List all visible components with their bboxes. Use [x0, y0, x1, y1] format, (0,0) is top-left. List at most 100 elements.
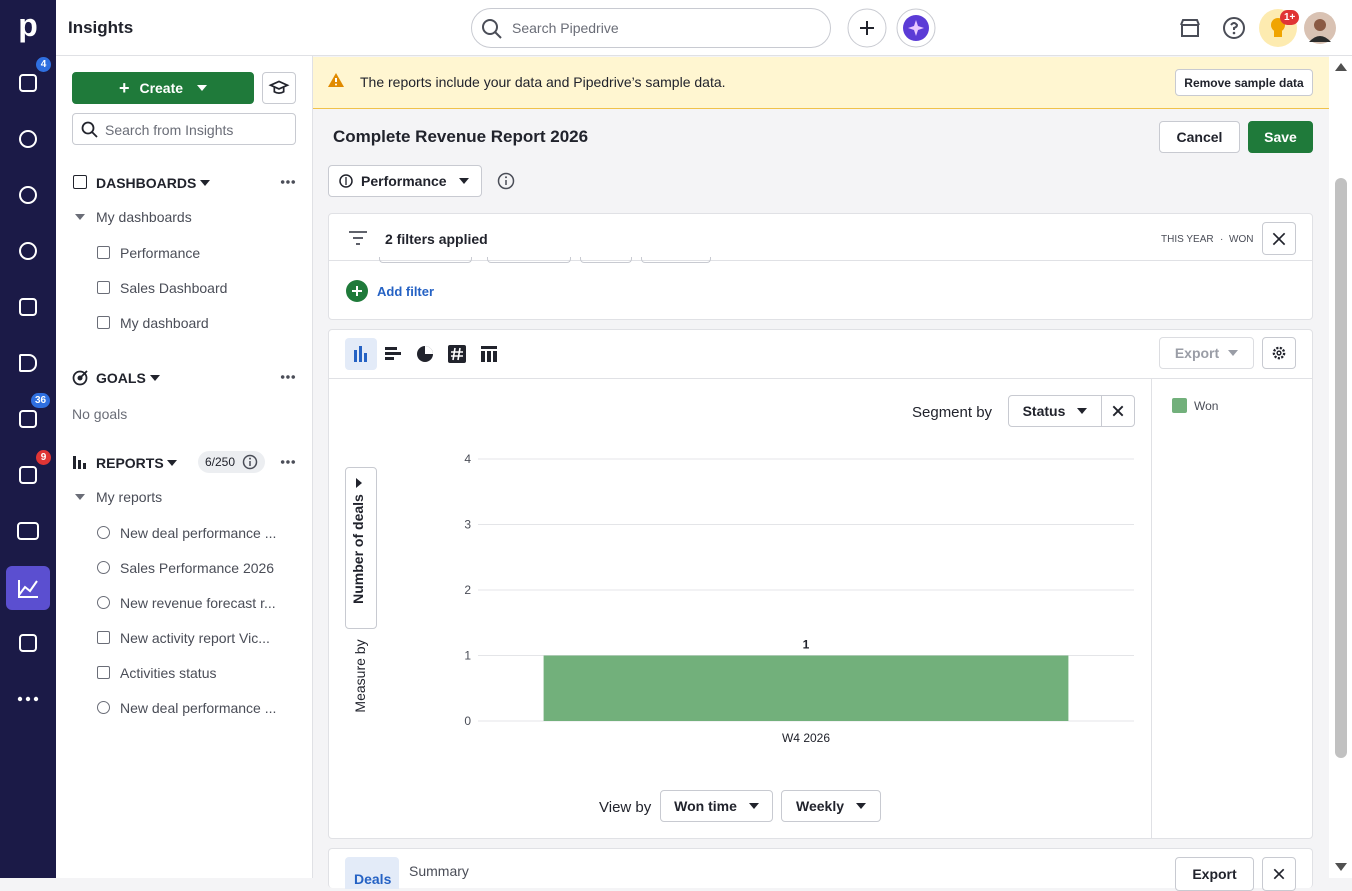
tag-separator: · [1220, 234, 1224, 245]
section-title[interactable]: REPORTS [96, 455, 164, 471]
collapse-table[interactable] [1262, 857, 1296, 891]
filter-icon[interactable] [348, 230, 368, 246]
caret [75, 494, 85, 500]
scorecard-icon[interactable] [448, 345, 466, 363]
view-interval-select[interactable]: Weekly [781, 790, 881, 822]
more[interactable] [280, 180, 296, 184]
nav-icon[interactable] [19, 130, 37, 148]
dashboard-item[interactable]: Sales Dashboard [120, 280, 228, 296]
plus: + [118, 77, 130, 98]
more[interactable] [280, 460, 296, 464]
scroll-up[interactable] [1335, 63, 1347, 71]
caret [856, 803, 866, 809]
item-icon [97, 701, 110, 714]
group-title[interactable]: My reports [96, 489, 163, 505]
caret [748, 803, 759, 809]
report-item[interactable]: New deal performance ... [120, 700, 277, 716]
add-filter[interactable]: Add filter [377, 284, 435, 299]
report-item[interactable]: New deal performance ... [120, 525, 277, 541]
dashboard-item[interactable]: Performance [120, 245, 201, 261]
filter-chip [379, 257, 472, 263]
filter-chip [487, 257, 571, 263]
tab-active[interactable]: Deals [345, 857, 399, 889]
info-icon[interactable] [242, 454, 258, 470]
divider [329, 260, 1312, 261]
settings-button[interactable] [1262, 337, 1296, 369]
export-button[interactable]: Export [1175, 857, 1254, 891]
report-title[interactable]: Complete Revenue Report 2026 [333, 127, 589, 146]
bar-chart-icon[interactable] [352, 345, 370, 363]
learn-button[interactable] [262, 72, 296, 104]
group-title[interactable]: My dashboards [96, 209, 192, 225]
create-label: Create [139, 80, 184, 96]
scroll-down[interactable] [1335, 863, 1347, 871]
item-icon [97, 246, 110, 259]
nav-icon[interactable] [17, 522, 39, 540]
item-icon [97, 316, 110, 329]
cancel-button[interactable]: Cancel [1159, 121, 1240, 153]
y-tick-label: 1 [464, 649, 471, 663]
clear-segment[interactable] [1101, 395, 1135, 427]
section-title[interactable]: GOALS [96, 370, 146, 386]
avatar[interactable] [1304, 12, 1336, 44]
info-icon[interactable] [497, 172, 515, 190]
report-item[interactable]: Sales Performance 2026 [120, 560, 275, 576]
tab[interactable]: Summary [409, 863, 469, 879]
export-button[interactable]: Export [1159, 337, 1254, 369]
marketplace[interactable] [1179, 17, 1201, 39]
pie-icon[interactable] [416, 345, 434, 363]
select-label: Performance [361, 173, 447, 189]
dashboard-item[interactable]: My dashboard [120, 315, 209, 331]
remove-sample-button[interactable]: Remove sample data [1175, 69, 1313, 96]
horizontal-bar-icon[interactable] [384, 345, 402, 363]
scroll-thumb[interactable] [1335, 178, 1347, 758]
report-item[interactable]: New revenue forecast r... [120, 595, 276, 611]
measure-select[interactable]: Number of deals [345, 467, 377, 629]
caret [458, 178, 469, 184]
legend-swatch [1172, 398, 1187, 413]
caret [356, 478, 362, 488]
help[interactable] [1222, 16, 1246, 40]
nav-icon[interactable] [19, 466, 37, 484]
caret [150, 375, 160, 381]
search[interactable]: Search Pipedrive [471, 8, 831, 48]
table-icon[interactable] [480, 345, 498, 363]
scrollbar[interactable] [1329, 56, 1352, 878]
nav-icon[interactable] [19, 634, 37, 652]
nav-icon[interactable] [19, 354, 37, 372]
collapse-filters[interactable] [1262, 222, 1296, 255]
more[interactable] [280, 375, 296, 379]
item-icon [97, 631, 110, 644]
nav-icon[interactable] [19, 298, 37, 316]
report-item[interactable]: Activities status [120, 665, 217, 681]
nav-icon[interactable] [19, 74, 37, 92]
segment-select[interactable]: Status [1008, 395, 1102, 427]
y-tick-label: 2 [464, 583, 471, 597]
nav-icon[interactable] [19, 186, 37, 204]
divider [1151, 379, 1152, 838]
dashboard-select[interactable]: Performance [328, 165, 482, 197]
divider [329, 378, 1312, 379]
quick-add[interactable] [847, 8, 887, 48]
save-button[interactable]: Save [1248, 121, 1313, 153]
goals-icon [72, 370, 88, 386]
section-title[interactable]: DASHBOARDS [96, 175, 197, 191]
bar [543, 655, 1069, 721]
nav-icon[interactable] [19, 242, 37, 260]
chart-panel: Export Segment by Status Number of deals… [328, 329, 1313, 839]
ai-button[interactable] [896, 8, 936, 48]
nav-more[interactable] [16, 694, 40, 704]
sidebar [56, 56, 313, 878]
add-filter-icon[interactable] [345, 279, 369, 303]
nav-active[interactable] [6, 566, 50, 610]
create-button[interactable]: + Create [72, 72, 254, 104]
filters-summary[interactable]: 2 filters applied [385, 231, 488, 247]
logo[interactable]: p [18, 7, 38, 43]
sidebar-search[interactable]: Search from Insights [72, 113, 296, 145]
report-item[interactable]: New activity report Vic... [120, 630, 270, 646]
view-field-select[interactable]: Won time [660, 790, 773, 822]
nav-icon[interactable] [19, 410, 37, 428]
nav-icon [18, 580, 38, 598]
